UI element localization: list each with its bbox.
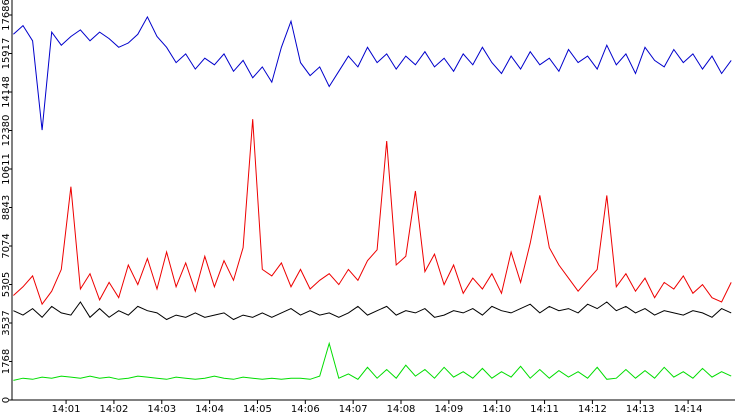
series-line (13, 301, 732, 321)
y-tick-label: 17686 (1, 0, 12, 31)
y-tick-label: 0 (1, 397, 12, 403)
x-tick-label: 14:08 (387, 404, 416, 415)
y-tick-label: 3537 (1, 310, 12, 335)
x-tick-label: 14:01 (52, 404, 81, 415)
y-tick-label: 12380 (1, 115, 12, 147)
y-tick-label: 7074 (1, 233, 12, 258)
x-tick-label: 14:06 (291, 404, 320, 415)
x-tick-label: 14:03 (147, 404, 176, 415)
x-tick-label: 14:09 (434, 404, 463, 415)
x-tick-label: 14:07 (339, 404, 368, 415)
y-tick-label: 8843 (1, 195, 12, 220)
x-tick-label: 14:14 (674, 404, 703, 415)
x-tick-label: 14:04 (195, 404, 224, 415)
x-tick-label: 14:10 (482, 404, 511, 415)
series-line (13, 341, 732, 381)
series-line (13, 15, 732, 131)
x-tick-label: 14:02 (100, 404, 129, 415)
y-tick-label: 15917 (1, 38, 12, 70)
y-tick-label: 14148 (1, 76, 12, 108)
y-tick-label: 10611 (1, 153, 12, 185)
y-tick-label: 5305 (1, 272, 12, 297)
y-tick-label: 1768 (1, 349, 12, 374)
x-tick-label: 14:12 (578, 404, 607, 415)
series-line (13, 119, 732, 306)
x-tick-label: 14:11 (530, 404, 559, 415)
x-tick-label: 14:13 (626, 404, 655, 415)
x-tick-label: 14:05 (243, 404, 272, 415)
